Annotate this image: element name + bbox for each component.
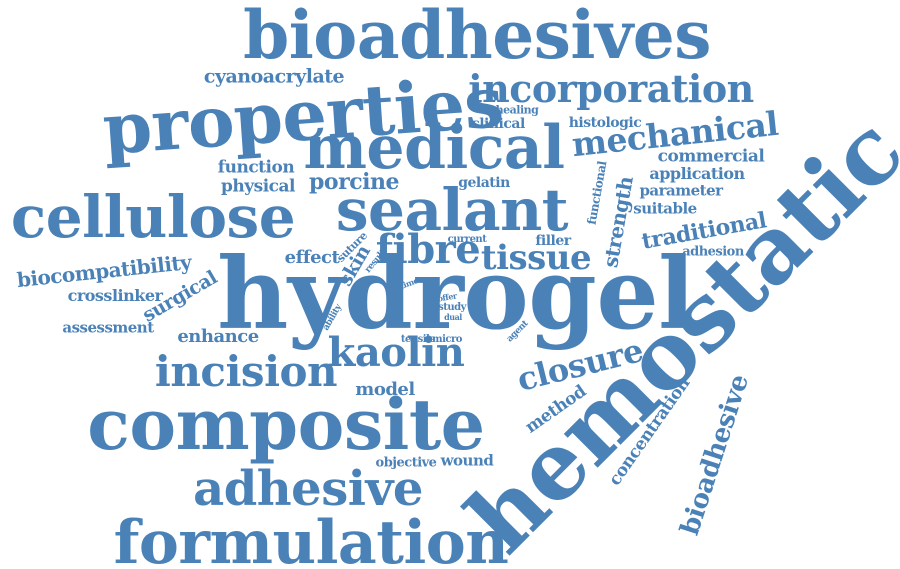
word-application: application — [649, 164, 745, 183]
word-current: current — [447, 234, 487, 245]
word-porcine: porcine — [309, 169, 399, 195]
word-biocompatibility: biocompatibility — [15, 249, 193, 293]
word-functional: functional — [584, 160, 610, 226]
word-tensile: tensile — [400, 334, 436, 345]
word-cellulose: cellulose — [10, 183, 296, 251]
word-bioadhesives: bioadhesives — [243, 0, 711, 74]
word-medical: medical — [303, 113, 565, 183]
word-tissue: tissue — [480, 238, 592, 278]
word-objective: objective — [375, 455, 437, 471]
word-model: model — [355, 379, 415, 400]
word-study: study — [438, 302, 466, 313]
word-gelatin: gelatin — [458, 175, 510, 191]
word-wound: wound — [440, 451, 494, 470]
word-dual: dual — [444, 312, 462, 322]
word-effect: effect — [284, 247, 340, 268]
word-sealant: sealant — [335, 176, 569, 244]
word-cyanoacrylate: cyanoacrylate — [203, 65, 345, 88]
word-function: function — [217, 157, 295, 178]
word-histologic: histologic — [568, 115, 642, 131]
word-formulation: formulation — [113, 508, 509, 569]
word-fibre: fibre — [375, 226, 481, 273]
word-healing: healing — [495, 103, 539, 117]
word-enhance: enhance — [177, 326, 259, 347]
word-commercial: commercial — [657, 146, 765, 167]
word-incision: incision — [154, 347, 338, 396]
word-micro: micro — [432, 334, 462, 345]
word-composite: composite — [87, 383, 485, 466]
word-adhesion: adhesion — [682, 244, 744, 260]
word-crosslinker: crosslinker — [67, 286, 163, 305]
word-filler: filler — [535, 233, 571, 249]
word-clinical: clinical — [471, 116, 525, 132]
word-incorporation: incorporation — [468, 66, 754, 111]
word-kaolin: kaolin — [327, 329, 465, 376]
word-physical: physical — [221, 176, 295, 197]
word-parameter: parameter — [639, 181, 723, 200]
word-suitable: suitable — [633, 199, 697, 218]
word-assessment: assessment — [62, 318, 154, 337]
word-hydrogel: hydrogel — [217, 237, 695, 352]
word-adhesive: adhesive — [193, 461, 423, 517]
